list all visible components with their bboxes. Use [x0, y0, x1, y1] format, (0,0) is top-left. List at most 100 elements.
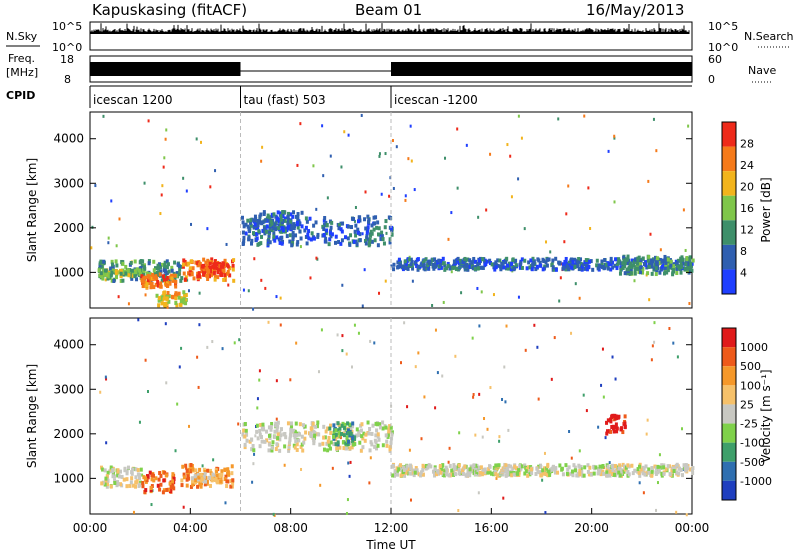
- noise-right-tick-bottom: 10^0: [708, 41, 738, 54]
- echo-cell: [200, 477, 204, 482]
- echo-cell: [608, 466, 612, 471]
- echo-cell: [170, 265, 174, 270]
- echo-cell: [334, 432, 338, 437]
- colorbar-tick-label: 25: [740, 398, 754, 411]
- echo-cell: [533, 323, 536, 327]
- echo-cell: [247, 289, 250, 293]
- echo-cell: [633, 268, 637, 273]
- echo-cell: [523, 463, 527, 468]
- echo-cell: [426, 263, 430, 268]
- echo-cell: [165, 381, 168, 385]
- echo-cell: [320, 328, 323, 332]
- echo-cell: [376, 220, 380, 225]
- echo-cell: [684, 248, 687, 252]
- station-title: Kapuskasing (fitACF): [92, 1, 247, 19]
- echo-cell: [259, 423, 263, 428]
- echo-cell: [189, 484, 193, 489]
- echo-cell: [182, 505, 185, 509]
- echo-cell: [431, 469, 435, 474]
- echo-cell: [654, 272, 658, 277]
- echo-cell: [650, 271, 654, 276]
- echo-cell: [372, 227, 376, 232]
- cpid-program-label: icescan 1200: [93, 93, 172, 107]
- echo-cell: [663, 258, 667, 263]
- echo-cell: [559, 276, 562, 280]
- echo-cell: [222, 262, 226, 267]
- echo-cell: [634, 257, 638, 262]
- echo-cell: [223, 259, 227, 264]
- echo-cell: [524, 348, 527, 352]
- echo-cell: [346, 431, 350, 436]
- echo-cell: [551, 464, 555, 469]
- echo-cell: [517, 468, 521, 473]
- echo-cell: [368, 427, 372, 432]
- echo-cell: [641, 256, 645, 261]
- echo-cell: [419, 473, 423, 478]
- echo-cell: [614, 422, 618, 427]
- echo-cell: [504, 400, 507, 404]
- echo-cell: [146, 278, 150, 283]
- echo-cell: [457, 467, 461, 472]
- echo-cell: [641, 471, 645, 476]
- echo-cell: [322, 218, 326, 223]
- echo-cell: [472, 463, 476, 468]
- echo-cell: [614, 468, 618, 473]
- echo-cell: [565, 212, 568, 216]
- echo-cell: [106, 478, 110, 483]
- echo-cell: [433, 473, 437, 478]
- echo-cell: [163, 262, 167, 267]
- echo-cell: [409, 257, 413, 262]
- echo-cell: [389, 440, 393, 445]
- echo-cell: [214, 169, 217, 173]
- echo-cell: [312, 223, 316, 228]
- echo-cell: [622, 469, 626, 474]
- echo-cell: [329, 225, 333, 230]
- echo-cell: [154, 476, 158, 481]
- echo-cell: [486, 427, 489, 431]
- echo-cell: [159, 281, 163, 286]
- echo-cell: [341, 440, 345, 445]
- echo-cell: [297, 438, 301, 443]
- echo-cell: [252, 224, 256, 229]
- echo-cell: [681, 266, 685, 271]
- echo-cell: [213, 259, 217, 264]
- echo-cell: [321, 224, 325, 229]
- echo-cell: [390, 225, 394, 230]
- echo-cell: [499, 264, 503, 269]
- echo-cell: [115, 263, 119, 268]
- echo-cell: [669, 263, 673, 268]
- echo-cell: [611, 260, 615, 265]
- echo-cell: [180, 276, 184, 281]
- echo-cell: [608, 473, 612, 478]
- echo-cell: [477, 465, 481, 470]
- echo-cell: [366, 420, 370, 425]
- echo-cell: [681, 427, 684, 431]
- echo-cell: [504, 469, 508, 474]
- echo-cell: [601, 463, 605, 468]
- echo-cell: [125, 484, 129, 489]
- echo-cell: [197, 262, 201, 267]
- echo-cell: [406, 471, 410, 476]
- echo-cell: [309, 426, 313, 431]
- echo-cell: [321, 441, 325, 446]
- echo-cell: [223, 468, 227, 473]
- echo-cell: [545, 472, 549, 477]
- echo-cell: [433, 467, 437, 472]
- echo-cell: [461, 471, 465, 476]
- echo-cell: [658, 465, 662, 470]
- echo-cell: [654, 255, 658, 260]
- echo-cell: [567, 184, 570, 188]
- echo-cell: [158, 470, 162, 475]
- echo-cell: [386, 434, 390, 439]
- echo-cell: [142, 272, 146, 277]
- echo-cell: [244, 222, 248, 227]
- colorbar-frame: [721, 121, 737, 295]
- echo-cell: [442, 261, 446, 266]
- echo-cell: [324, 236, 328, 241]
- echo-cell: [250, 241, 254, 246]
- echo-cell: [314, 220, 318, 225]
- echo-cell: [278, 437, 282, 442]
- echo-cell: [384, 279, 387, 283]
- echo-cell: [388, 447, 392, 452]
- echo-cell: [264, 229, 268, 234]
